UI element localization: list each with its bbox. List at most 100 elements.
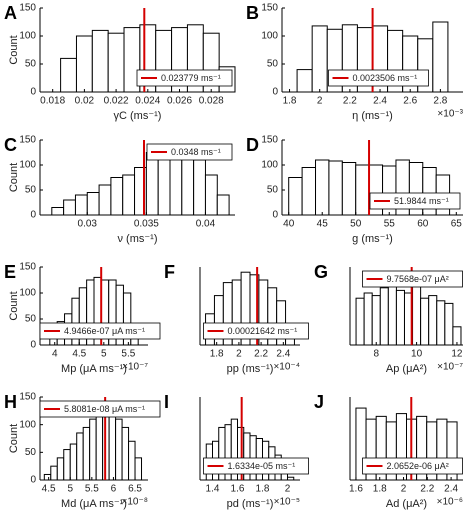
y-axis-label: Count [8, 163, 20, 192]
legend-label: 0.023779 ms⁻¹ [161, 73, 221, 83]
panel-label: H [4, 392, 17, 412]
bar [420, 297, 430, 346]
x-tick-label: 0.035 [134, 219, 159, 230]
x-tick-label: 1.6 [231, 484, 245, 495]
x-axis-label: ν (ms⁻¹) [117, 233, 157, 245]
x-exponent: ×10⁻⁴ [273, 362, 300, 373]
y-axis-label: Count [8, 424, 20, 453]
x-tick-label: 5.5 [121, 349, 135, 360]
x-axis-label: η (ms⁻¹) [352, 110, 393, 122]
legend-box [136, 69, 233, 87]
bar [444, 302, 454, 346]
y-tick-label: 0 [272, 87, 278, 98]
bar [51, 207, 65, 216]
x-tick-label: 5 [101, 349, 107, 360]
x-tick-label: 4.5 [72, 349, 86, 360]
y-tick-label: 0 [30, 340, 36, 351]
x-exponent: ×10⁻⁷ [437, 362, 463, 373]
x-tick-label: 4 [52, 349, 58, 360]
bar [63, 449, 71, 481]
x-tick-label: 60 [417, 219, 429, 230]
x-axis-label: Mp (μA ms⁻¹) [61, 363, 127, 375]
x-tick-label: 50 [350, 219, 362, 230]
bar [82, 426, 91, 481]
bar [69, 443, 78, 481]
panel-label: B [246, 3, 259, 23]
y-tick-label: 100 [19, 31, 36, 42]
bar [301, 167, 317, 216]
x-tick-label: 1.6 [349, 484, 363, 495]
bar [216, 194, 230, 216]
legend-box [328, 69, 429, 87]
legend-label: 0.0348 ms⁻¹ [171, 147, 221, 157]
y-tick-label: 150 [19, 392, 36, 403]
x-tick-label: 8 [373, 349, 379, 360]
bar [91, 29, 109, 93]
legend-label: 9.7568e-07 μA² [387, 274, 449, 284]
legend-box [362, 270, 463, 288]
x-tick-label: 1.8 [373, 484, 387, 495]
bar [89, 418, 97, 481]
bar [412, 284, 422, 346]
x-tick-label: 0.022 [104, 96, 129, 107]
x-tick-label: 5.5 [85, 484, 99, 495]
bar [121, 426, 130, 481]
bar [355, 297, 365, 346]
x-tick-label: 0.03 [78, 219, 98, 230]
panel-label: F [164, 262, 175, 282]
x-tick-label: 10 [411, 349, 423, 360]
y-tick-label: 150 [19, 262, 36, 273]
bar [428, 295, 438, 346]
x-tick-label: 40 [283, 219, 295, 230]
x-tick-label: 2.2 [254, 349, 268, 360]
legend-box [39, 400, 161, 418]
bar [86, 192, 100, 216]
y-tick-label: 50 [25, 314, 37, 325]
x-tick-label: 65 [451, 219, 463, 230]
y-tick-label: 150 [261, 3, 278, 14]
x-tick-label: 1.8 [210, 349, 224, 360]
x-tick-label: 12 [451, 349, 463, 360]
bar [110, 177, 124, 216]
x-tick-label: 1.8 [256, 484, 270, 495]
bar [296, 69, 313, 93]
bar [50, 465, 58, 481]
legend-label: 51.9844 ms⁻¹ [394, 196, 449, 206]
legend-box [362, 457, 463, 475]
x-tick-label: 6 [111, 484, 117, 495]
panel-label: C [4, 135, 17, 155]
legend-label: 0.00021642 ms⁻¹ [228, 326, 298, 336]
legend-box [203, 322, 309, 340]
bar [432, 21, 449, 93]
bar [122, 174, 136, 216]
panel-label: D [246, 135, 259, 155]
bar [74, 194, 88, 216]
x-tick-label: 6.5 [128, 484, 142, 495]
bar [63, 199, 76, 216]
x-tick-label: 0.026 [167, 96, 192, 107]
y-tick-label: 150 [19, 135, 36, 146]
y-axis-label: Count [8, 35, 20, 64]
panel-label: G [314, 262, 328, 282]
legend-box [203, 457, 309, 475]
legend-label: 2.0652e-06 μA² [387, 461, 449, 471]
x-tick-label: 2.2 [343, 96, 357, 107]
bar [311, 25, 328, 93]
y-tick-label: 150 [261, 135, 278, 146]
panel-label: A [4, 3, 17, 23]
y-axis-label: Count [8, 291, 20, 320]
y-tick-label: 0 [30, 210, 36, 221]
bar [134, 457, 143, 481]
y-tick-label: 100 [19, 160, 36, 171]
x-tick-label: 0.04 [196, 219, 216, 230]
x-tick-label: 0.028 [199, 96, 224, 107]
x-tick-label: 1.8 [283, 96, 297, 107]
x-tick-label: 2 [285, 484, 291, 495]
bar [76, 432, 84, 481]
y-tick-label: 150 [19, 3, 36, 14]
x-tick-label: 5 [67, 484, 73, 495]
y-tick-label: 50 [25, 447, 37, 458]
x-tick-label: 45 [317, 219, 329, 230]
bar [355, 164, 370, 216]
bar [341, 162, 357, 216]
